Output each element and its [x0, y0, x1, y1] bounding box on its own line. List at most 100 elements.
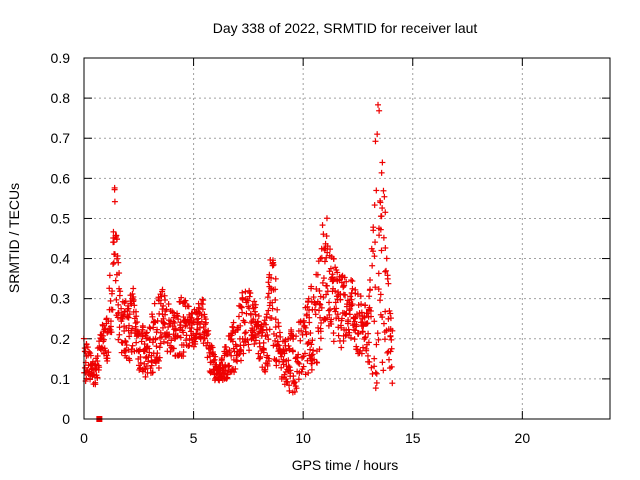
data-point — [383, 255, 390, 262]
data-point — [152, 336, 159, 343]
data-point — [382, 268, 389, 275]
data-point — [306, 314, 313, 321]
data-point — [138, 338, 145, 345]
data-point — [345, 318, 352, 325]
data-point — [387, 332, 394, 339]
data-point — [199, 301, 206, 308]
data-point — [157, 340, 164, 347]
data-point — [116, 331, 123, 338]
data-point — [129, 290, 136, 297]
data-point — [110, 228, 117, 235]
data-point — [125, 346, 132, 353]
data-point — [369, 262, 376, 269]
data-point — [237, 303, 244, 310]
data-point — [378, 247, 385, 254]
data-point — [273, 332, 280, 339]
data-point — [250, 316, 257, 323]
data-point — [337, 290, 344, 297]
data-point — [94, 358, 101, 365]
data-point — [373, 370, 380, 377]
data-point — [364, 320, 371, 327]
data-point — [269, 305, 276, 312]
data-point — [205, 327, 212, 334]
data-point — [128, 348, 135, 355]
data-point — [272, 324, 279, 331]
data-point — [148, 311, 155, 318]
data-point — [289, 347, 296, 354]
data-point — [349, 301, 356, 308]
data-point — [270, 342, 277, 349]
data-point — [330, 330, 337, 337]
data-point — [343, 310, 350, 317]
data-point — [148, 359, 155, 366]
data-point — [358, 301, 365, 308]
data-point — [239, 289, 246, 296]
data-point — [264, 352, 271, 359]
data-point — [275, 342, 282, 349]
data-point — [133, 339, 140, 346]
data-point — [240, 350, 247, 357]
data-point — [155, 364, 162, 371]
data-point — [257, 353, 264, 360]
data-point — [223, 348, 230, 355]
data-point — [359, 319, 366, 326]
data-point — [371, 253, 378, 260]
data-point — [143, 330, 150, 337]
data-point — [338, 317, 345, 324]
data-point — [104, 355, 111, 362]
data-point — [174, 310, 181, 317]
data-point — [251, 308, 258, 315]
data-point — [338, 279, 345, 286]
data-point — [180, 314, 187, 321]
data-point — [186, 342, 193, 349]
data-point — [251, 341, 258, 348]
data-point — [113, 296, 120, 303]
data-point — [367, 277, 374, 284]
data-point — [272, 316, 279, 323]
data-point — [372, 369, 379, 376]
data-point — [168, 337, 175, 344]
data-point — [131, 302, 138, 309]
data-point — [293, 333, 300, 340]
data-point — [225, 363, 232, 370]
data-point — [252, 301, 259, 308]
data-point — [317, 328, 324, 335]
data-point — [199, 306, 206, 313]
data-point — [386, 307, 393, 314]
data-point — [375, 270, 382, 277]
data-point — [298, 327, 305, 334]
data-point — [224, 371, 231, 378]
data-point — [159, 286, 166, 293]
data-point — [293, 385, 300, 392]
data-point — [196, 324, 203, 331]
data-point — [368, 313, 375, 320]
data-point — [272, 337, 279, 344]
data-point — [252, 337, 259, 344]
data-point — [349, 278, 356, 285]
data-point — [111, 186, 118, 193]
data-point — [244, 337, 251, 344]
data-point — [341, 274, 348, 281]
data-point — [286, 387, 293, 394]
data-point — [107, 318, 114, 325]
data-point — [297, 337, 304, 344]
data-point — [291, 388, 298, 395]
data-point — [162, 296, 169, 303]
data-point — [109, 306, 116, 313]
data-point — [379, 314, 386, 321]
data-point — [379, 359, 386, 366]
data-point — [266, 326, 273, 333]
data-point — [295, 376, 302, 383]
data-point — [308, 341, 315, 348]
data-point — [371, 318, 378, 325]
data-point — [308, 283, 315, 290]
data-point — [285, 357, 292, 364]
data-point — [285, 363, 292, 370]
data-point — [230, 319, 237, 326]
data-point — [251, 298, 258, 305]
data-point — [210, 357, 217, 364]
data-point — [261, 317, 268, 324]
data-point — [303, 331, 310, 338]
data-point — [156, 297, 163, 304]
data-point — [103, 352, 110, 359]
